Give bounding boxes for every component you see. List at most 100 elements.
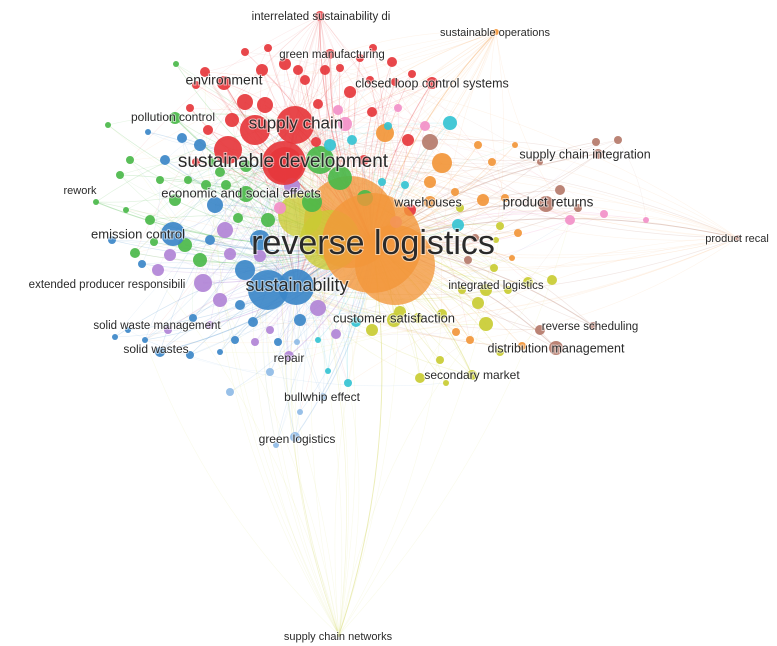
minor-node xyxy=(266,368,274,376)
edge xyxy=(299,31,497,321)
minor-node xyxy=(387,57,397,67)
label-closed-loop-control-systems: closed loop control systems xyxy=(355,76,509,90)
node-product-returns[interactable] xyxy=(538,196,554,212)
node-bullwhip-effect[interactable] xyxy=(319,393,327,401)
edge xyxy=(204,71,339,111)
minor-node xyxy=(310,300,326,316)
minor-node xyxy=(347,135,357,145)
edge xyxy=(214,204,340,636)
node-integrated-logistics[interactable] xyxy=(480,284,492,296)
node-sustainable-development[interactable] xyxy=(262,141,306,185)
label-pollution-control: pollution control xyxy=(131,110,215,124)
edge xyxy=(114,107,399,338)
node-customer-satisfaction[interactable] xyxy=(387,313,401,327)
node-sustainability[interactable] xyxy=(278,269,314,305)
label-economic-and-social-effects: economic and social effects xyxy=(161,185,321,200)
minor-node xyxy=(226,388,234,396)
label-green-logistics: green logistics xyxy=(259,432,336,446)
node-reverse-logistics[interactable] xyxy=(322,193,422,293)
minor-node xyxy=(413,313,423,323)
edge xyxy=(129,31,497,161)
node-rework[interactable] xyxy=(93,199,99,205)
minor-node xyxy=(574,204,582,212)
node-economic-and-social-effects[interactable] xyxy=(238,186,254,202)
minor-node xyxy=(359,155,369,165)
node-extended-producer-responsibility[interactable] xyxy=(194,274,212,292)
label-environment: environment xyxy=(185,72,262,88)
minor-node xyxy=(231,336,239,344)
label-distribution-management: distribution management xyxy=(488,341,625,355)
node-green-manufacturing[interactable] xyxy=(325,49,335,59)
minor-node xyxy=(367,107,377,117)
minor-node xyxy=(458,286,466,294)
edge xyxy=(283,162,557,349)
minor-node xyxy=(366,324,378,336)
minor-node xyxy=(300,75,310,85)
edge xyxy=(144,162,285,341)
minor-node xyxy=(213,293,227,307)
node-environment[interactable] xyxy=(217,76,231,90)
node-closed-loop-control-systems[interactable] xyxy=(426,77,438,89)
edge xyxy=(299,237,739,322)
edge xyxy=(149,124,296,221)
label-warehouses: warehouses xyxy=(393,195,461,209)
minor-node xyxy=(248,270,288,310)
edge xyxy=(294,124,547,205)
minor-node xyxy=(320,65,330,75)
edge xyxy=(295,286,523,347)
edge xyxy=(259,255,349,384)
node-distribution-management[interactable] xyxy=(549,341,563,355)
edge xyxy=(204,71,739,239)
node-repair[interactable] xyxy=(284,351,294,361)
node-solid-wastes[interactable] xyxy=(155,347,165,357)
edge xyxy=(181,137,231,255)
node-supply-chain[interactable] xyxy=(276,106,314,144)
node-solid-waste-management[interactable] xyxy=(206,321,214,329)
minor-node xyxy=(537,159,543,165)
node-pollution-control[interactable] xyxy=(169,112,181,124)
edge xyxy=(141,179,161,265)
node-warehouses[interactable] xyxy=(424,196,436,208)
edge xyxy=(338,125,400,636)
edge xyxy=(187,122,451,181)
minor-node xyxy=(233,213,243,223)
edge xyxy=(297,31,497,71)
label-reverse-scheduling: reverse scheduling xyxy=(542,321,639,333)
label-sustainable-development: sustainable development xyxy=(178,151,389,172)
edge xyxy=(229,323,487,393)
node-interrelated-sustainability[interactable] xyxy=(315,11,325,21)
node-supply-chain-networks[interactable] xyxy=(337,633,341,637)
label-sustainable-operations: sustainable operations xyxy=(440,27,551,39)
edge xyxy=(295,213,605,288)
edge xyxy=(275,286,299,446)
node-reverse-scheduling[interactable] xyxy=(589,322,597,330)
label-repair: repair xyxy=(274,351,305,365)
node-supply-chain-integration[interactable] xyxy=(593,149,603,159)
node-green-logistics[interactable] xyxy=(290,432,300,442)
node-emission-control[interactable] xyxy=(161,222,185,246)
minor-node xyxy=(437,309,447,319)
label-integrated-logistics: integrated logistics xyxy=(448,280,543,292)
minor-node xyxy=(225,113,239,127)
minor-node xyxy=(274,338,282,346)
edge xyxy=(294,124,739,239)
minor-node xyxy=(391,78,399,86)
edge xyxy=(189,73,413,110)
minor-node xyxy=(325,368,331,374)
minor-node xyxy=(466,336,474,344)
node-sustainable-operations[interactable] xyxy=(493,29,499,35)
edge xyxy=(204,71,297,288)
minor-node xyxy=(493,237,499,243)
edge xyxy=(294,124,541,165)
edge xyxy=(319,15,389,127)
keyword-label-layer: reverse logistics sustainability sustainab… xyxy=(28,10,770,644)
node-product-recall[interactable] xyxy=(735,235,741,241)
minor-node xyxy=(452,328,460,336)
label-supply-chain: supply chain xyxy=(249,113,344,132)
minor-node xyxy=(420,121,430,131)
minor-node xyxy=(344,86,356,98)
edge xyxy=(499,279,553,353)
minor-node xyxy=(643,217,649,223)
node-secondary-market[interactable] xyxy=(467,370,477,380)
minor-node xyxy=(471,234,479,242)
